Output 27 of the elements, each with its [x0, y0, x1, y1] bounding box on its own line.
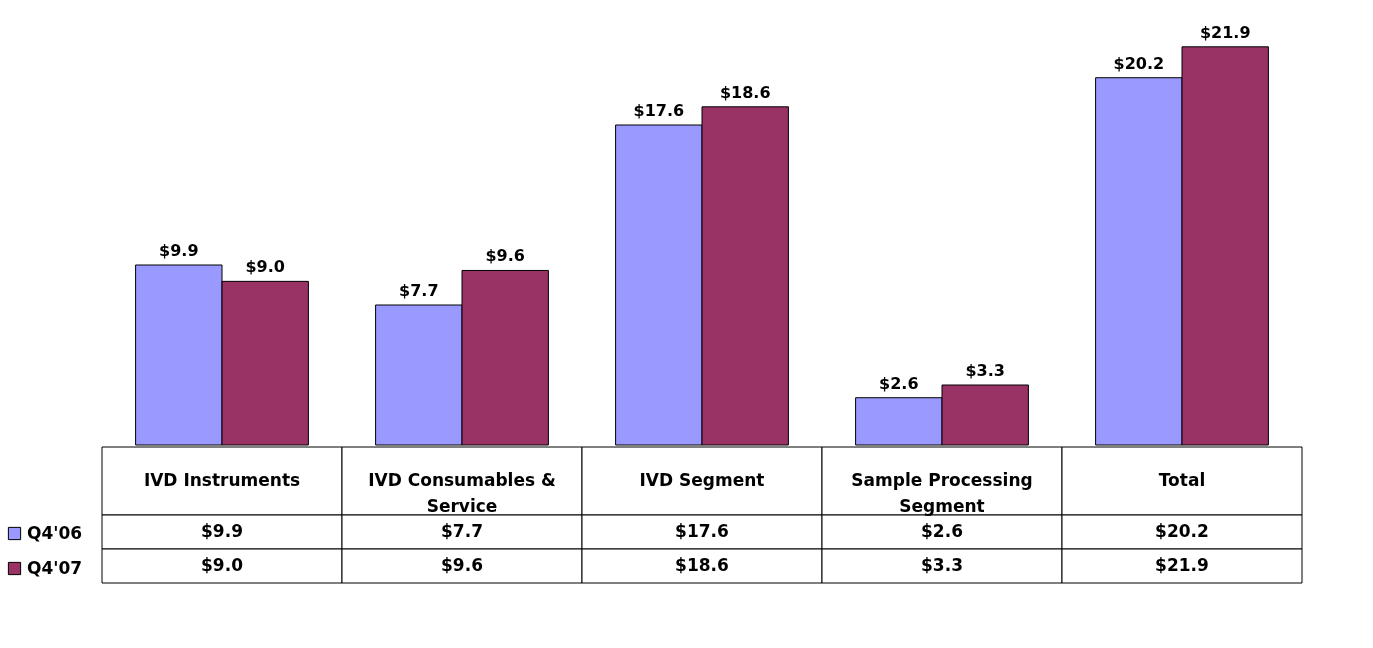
text: $9.6 [485, 246, 525, 266]
text: $17.6 [633, 101, 685, 120]
text: $18.6 [719, 82, 771, 102]
data-label: $20.2 [1155, 521, 1209, 541]
x-tick-label: IVD Instruments [143, 470, 301, 490]
x-tick-label: Sample Processing Segment [851, 470, 1033, 516]
text: $20.2 [1113, 53, 1165, 73]
x-tick-label: Total [1158, 470, 1206, 490]
x-tick-label: IVD Segment [639, 470, 765, 490]
data-label: $2.6 [921, 521, 963, 541]
data-label: $9.9 [201, 521, 243, 541]
data-label: $21.9 [1155, 555, 1209, 575]
data-label: $9.0 [201, 555, 244, 575]
legend-label: Q4'06 [27, 522, 83, 543]
text: $7.7 [399, 281, 439, 300]
data-label: $3.3 [921, 555, 963, 575]
text: $2.6 [879, 373, 919, 393]
data-label: $9.6 [441, 555, 483, 575]
legend-label: Q4'07 [27, 557, 83, 578]
text: $9.0 [245, 257, 285, 277]
text: $9.9 [159, 241, 199, 260]
x-tick-label: IVD Consumables & Service [368, 470, 556, 516]
data-label: $18.6 [675, 555, 729, 575]
data-label: $7.7 [441, 521, 483, 541]
data-label: $17.6 [675, 521, 729, 541]
text: $3.3 [965, 361, 1005, 380]
text: $21.9 [1199, 22, 1251, 42]
